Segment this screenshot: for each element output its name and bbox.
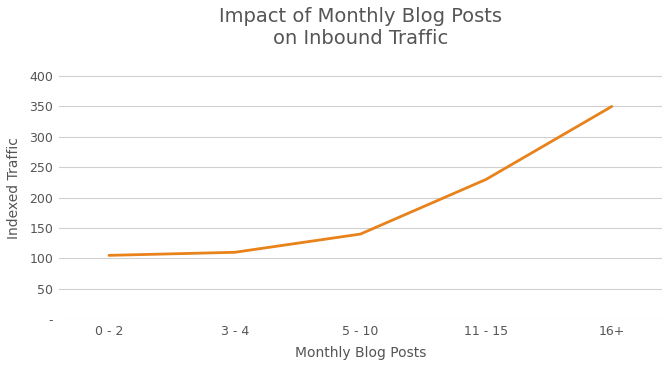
Y-axis label: Indexed Traffic: Indexed Traffic [7, 138, 21, 239]
X-axis label: Monthly Blog Posts: Monthly Blog Posts [294, 346, 426, 360]
Title: Impact of Monthly Blog Posts
on Inbound Traffic: Impact of Monthly Blog Posts on Inbound … [219, 7, 502, 48]
